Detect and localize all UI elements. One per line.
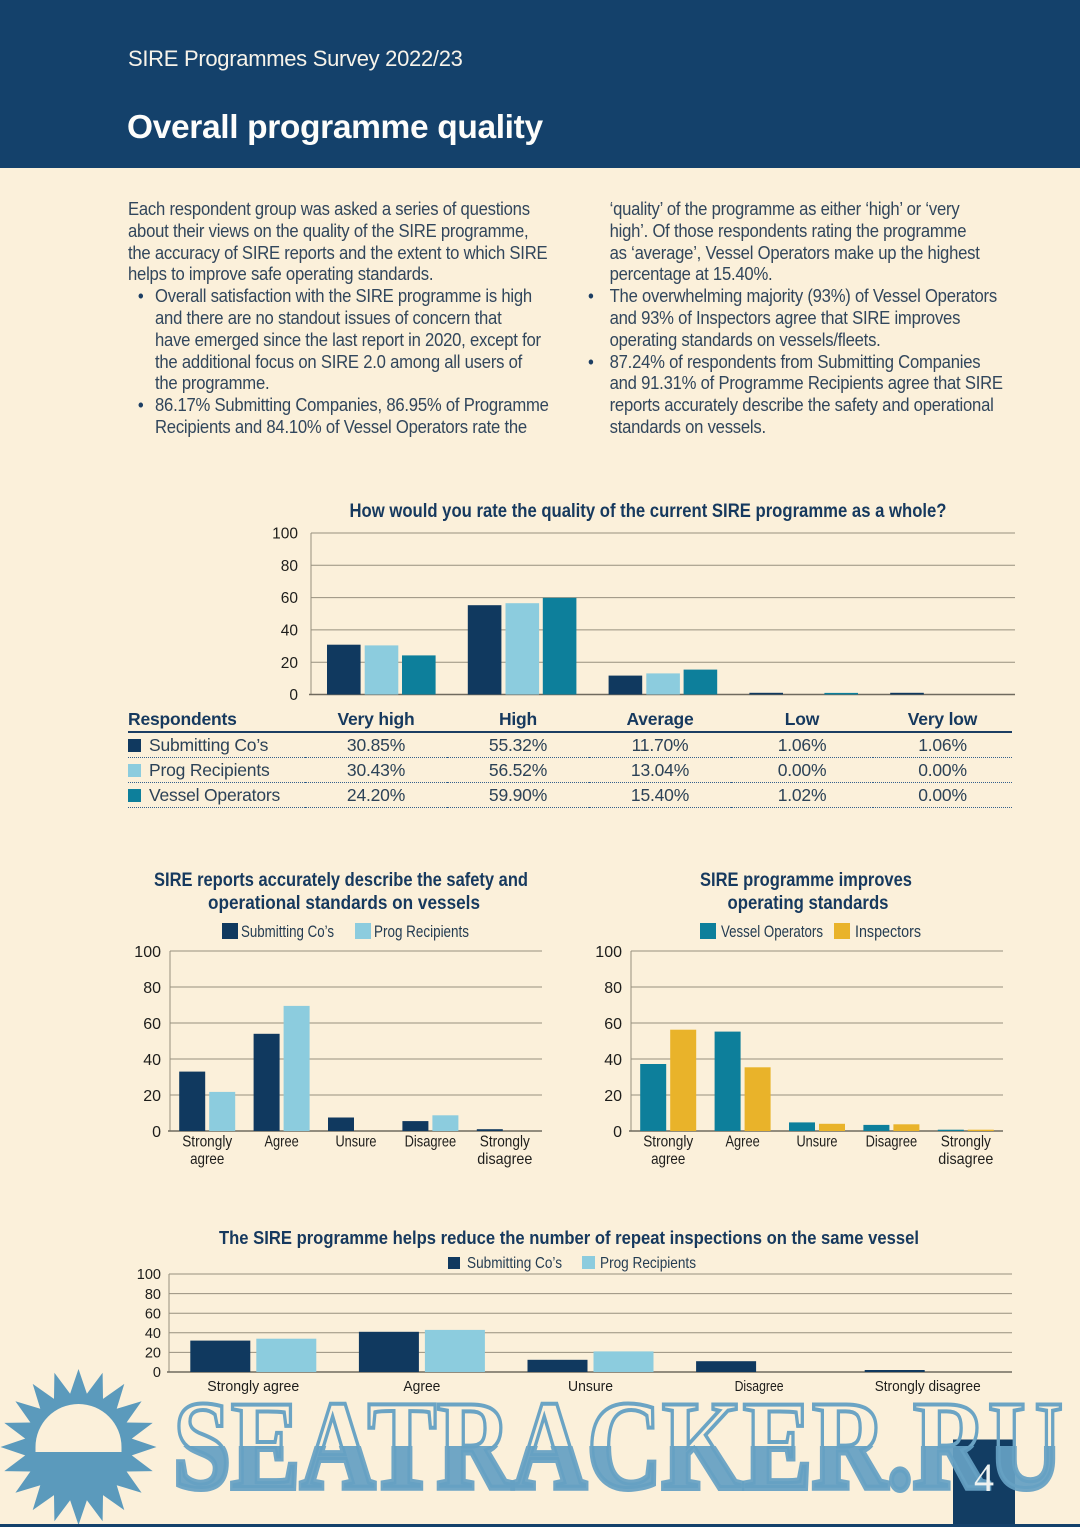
svg-text:SEATRACKER.RU: SEATRACKER.RU [173, 1376, 1063, 1516]
svg-text:80: 80 [145, 1287, 161, 1303]
svg-text:operating standards: operating standards [728, 892, 889, 914]
svg-text:SIRE reports accurately descri: SIRE reports accurately describe the saf… [154, 869, 528, 891]
svg-text:60: 60 [604, 1016, 622, 1033]
svg-text:Submitting Co’s: Submitting Co’s [467, 1255, 562, 1272]
svg-text:The SIRE programme helps reduc: The SIRE programme helps reduce the numb… [219, 1227, 919, 1248]
svg-text:Prog Recipients: Prog Recipients [600, 1255, 696, 1272]
svg-text:20: 20 [604, 1088, 622, 1105]
svg-text:disagree: disagree [938, 1151, 993, 1168]
svg-text:agree: agree [190, 1151, 224, 1168]
svg-text:80: 80 [604, 980, 622, 997]
svg-text:Strongly: Strongly [182, 1134, 232, 1151]
svg-text:Unsure: Unsure [797, 1134, 838, 1151]
svg-text:0: 0 [153, 1365, 161, 1381]
svg-text:60: 60 [143, 1016, 161, 1033]
svg-text:Disagree: Disagree [735, 1378, 784, 1395]
svg-text:Prog Recipients: Prog Recipients [374, 923, 469, 941]
svg-text:40: 40 [281, 623, 299, 640]
svg-text:Strongly agree: Strongly agree [207, 1378, 299, 1395]
svg-text:80: 80 [281, 558, 299, 575]
svg-text:disagree: disagree [477, 1151, 532, 1168]
svg-text:20: 20 [145, 1346, 161, 1362]
svg-text:0: 0 [289, 687, 298, 704]
svg-text:Agree: Agree [265, 1134, 299, 1151]
svg-text:SIRE programme improves: SIRE programme improves [700, 869, 912, 891]
svg-text:Disagree: Disagree [866, 1134, 918, 1151]
svg-text:How would you rate the quality: How would you rate the quality of the cu… [350, 501, 947, 522]
svg-text:Unsure: Unsure [568, 1378, 613, 1395]
svg-text:60: 60 [145, 1306, 161, 1322]
svg-text:4: 4 [974, 1455, 994, 1500]
svg-text:100: 100 [272, 526, 298, 543]
svg-text:operational standards on vesse: operational standards on vessels [208, 892, 480, 914]
svg-text:SEATRACKER.RU: SEATRACKER.RU [173, 1376, 1063, 1516]
svg-text:Disagree: Disagree [405, 1134, 457, 1151]
svg-text:20: 20 [143, 1088, 161, 1105]
svg-text:Inspectors: Inspectors [855, 923, 921, 941]
svg-text:20: 20 [281, 655, 299, 672]
svg-text:Strongly: Strongly [480, 1134, 530, 1151]
svg-text:100: 100 [137, 1267, 161, 1283]
svg-text:agree: agree [651, 1151, 685, 1168]
svg-text:Strongly: Strongly [941, 1134, 991, 1151]
svg-text:100: 100 [595, 944, 622, 961]
svg-text:80: 80 [143, 980, 161, 997]
svg-text:Vessel Operators: Vessel Operators [721, 923, 823, 941]
svg-text:100: 100 [134, 944, 161, 961]
svg-text:40: 40 [143, 1052, 161, 1069]
svg-text:0: 0 [613, 1124, 622, 1141]
svg-text:0: 0 [152, 1124, 161, 1141]
svg-text:40: 40 [604, 1052, 622, 1069]
svg-text:Unsure: Unsure [336, 1134, 377, 1151]
svg-text:Strongly disagree: Strongly disagree [875, 1378, 981, 1395]
svg-text:40: 40 [145, 1326, 161, 1342]
svg-text:Agree: Agree [403, 1378, 440, 1395]
svg-text:Agree: Agree [726, 1134, 760, 1151]
svg-text:Submitting Co’s: Submitting Co’s [241, 923, 334, 941]
svg-text:Strongly: Strongly [643, 1134, 693, 1151]
svg-text:60: 60 [281, 590, 299, 607]
